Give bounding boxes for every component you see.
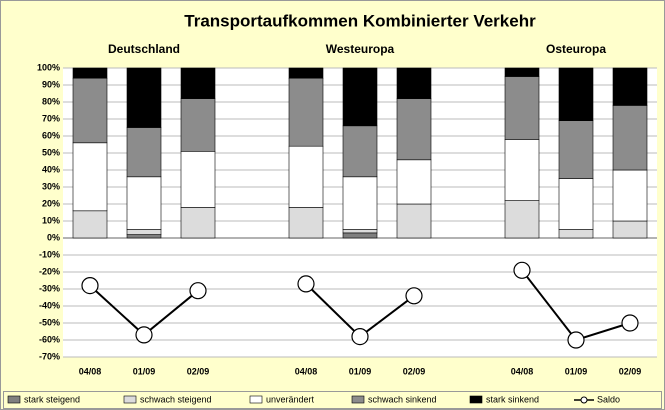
saldo-point	[81, 277, 99, 295]
saldo-point	[621, 314, 639, 332]
y-tick-label: 80%	[42, 96, 60, 106]
bar-segment	[180, 98, 216, 152]
x-tick-label: 04/08	[79, 366, 102, 376]
bar-segment	[612, 220, 648, 239]
group-label: Osteuropa	[546, 42, 606, 56]
legend-label: schwach sinkend	[368, 394, 437, 404]
y-tick-label: 100%	[37, 62, 60, 72]
bar-segment	[558, 120, 594, 179]
bar-segment	[342, 176, 378, 230]
bar-segment	[288, 77, 324, 147]
bar-segment	[180, 207, 216, 239]
group-label: Deutschland	[108, 42, 180, 56]
bar-segment	[342, 67, 378, 127]
legend-box	[3, 391, 662, 409]
bar-segment	[342, 229, 378, 234]
x-tick-label: 02/09	[403, 366, 426, 376]
bar-segment	[504, 76, 540, 140]
y-tick-label: 40%	[42, 164, 60, 174]
bar-segment	[558, 178, 594, 230]
y-tick-label: 60%	[42, 130, 60, 140]
legend-marker	[580, 396, 588, 404]
bar-segment	[342, 232, 378, 239]
bar-segment	[396, 67, 432, 99]
saldo-point	[513, 261, 531, 279]
saldo-point	[135, 326, 153, 344]
bar-segment	[396, 159, 432, 205]
bar-segment	[72, 67, 108, 79]
y-tick-label: 20%	[42, 198, 60, 208]
legend-label: stark steigend	[24, 394, 80, 404]
legend-swatch	[249, 395, 263, 404]
bar-segment	[612, 169, 648, 222]
x-tick-label: 02/09	[187, 366, 210, 376]
bar-segment	[126, 127, 162, 178]
legend-label: unverändert	[266, 394, 315, 404]
bar-segment	[72, 77, 108, 144]
bar-segment	[180, 151, 216, 208]
bar-segment	[396, 98, 432, 161]
y-tick-label: -40%	[39, 300, 60, 310]
y-tick-label: -70%	[39, 351, 60, 361]
legend-swatch	[469, 395, 483, 404]
legend-label: Saldo	[597, 394, 620, 404]
x-tick-label: 01/09	[349, 366, 372, 376]
x-tick-label: 04/08	[511, 366, 534, 376]
bar-segment	[396, 203, 432, 239]
saldo-point	[405, 287, 423, 305]
bar-segment	[558, 229, 594, 239]
y-tick-label: -20%	[39, 266, 60, 276]
chart-title: Transportaufkommen Kombinierter Verkehr	[184, 11, 536, 30]
y-tick-label: 10%	[42, 215, 60, 225]
bar-segment	[558, 67, 594, 122]
x-tick-label: 04/08	[295, 366, 318, 376]
saldo-point	[351, 328, 369, 346]
saldo-point	[297, 275, 315, 293]
bar-segment	[72, 142, 108, 212]
y-tick-label: 90%	[42, 79, 60, 89]
bar-segment	[612, 105, 648, 171]
bar-segment	[504, 67, 540, 77]
saldo-point	[189, 282, 207, 300]
legend-swatch	[123, 395, 137, 404]
bar-segment	[72, 210, 108, 239]
y-tick-label: -60%	[39, 334, 60, 344]
saldo-point	[567, 331, 585, 349]
legend-swatch	[7, 395, 21, 404]
bar-segment	[288, 67, 324, 79]
y-tick-label: 70%	[42, 113, 60, 123]
bar-segment	[126, 229, 162, 235]
bar-segment	[288, 207, 324, 239]
bar-segment	[504, 139, 540, 201]
x-tick-label: 01/09	[133, 366, 156, 376]
bar-segment	[126, 234, 162, 239]
group-label: Westeuropa	[326, 42, 395, 56]
y-tick-label: 50%	[42, 147, 60, 157]
y-tick-label: 0%	[47, 232, 60, 242]
bar-segment	[612, 67, 648, 106]
legend-label: stark sinkend	[486, 394, 539, 404]
y-tick-label: -50%	[39, 317, 60, 327]
x-tick-label: 01/09	[565, 366, 588, 376]
legend-label: schwach steigend	[140, 394, 212, 404]
y-tick-label: -30%	[39, 283, 60, 293]
bar-segment	[126, 176, 162, 230]
bar-segment	[288, 145, 324, 208]
x-tick-label: 02/09	[619, 366, 642, 376]
bar-segment	[342, 125, 378, 178]
legend-swatch	[351, 395, 365, 404]
bar-segment	[180, 67, 216, 99]
y-tick-label: -10%	[39, 249, 60, 259]
y-tick-label: 30%	[42, 181, 60, 191]
bar-segment	[504, 200, 540, 239]
bar-segment	[126, 67, 162, 128]
